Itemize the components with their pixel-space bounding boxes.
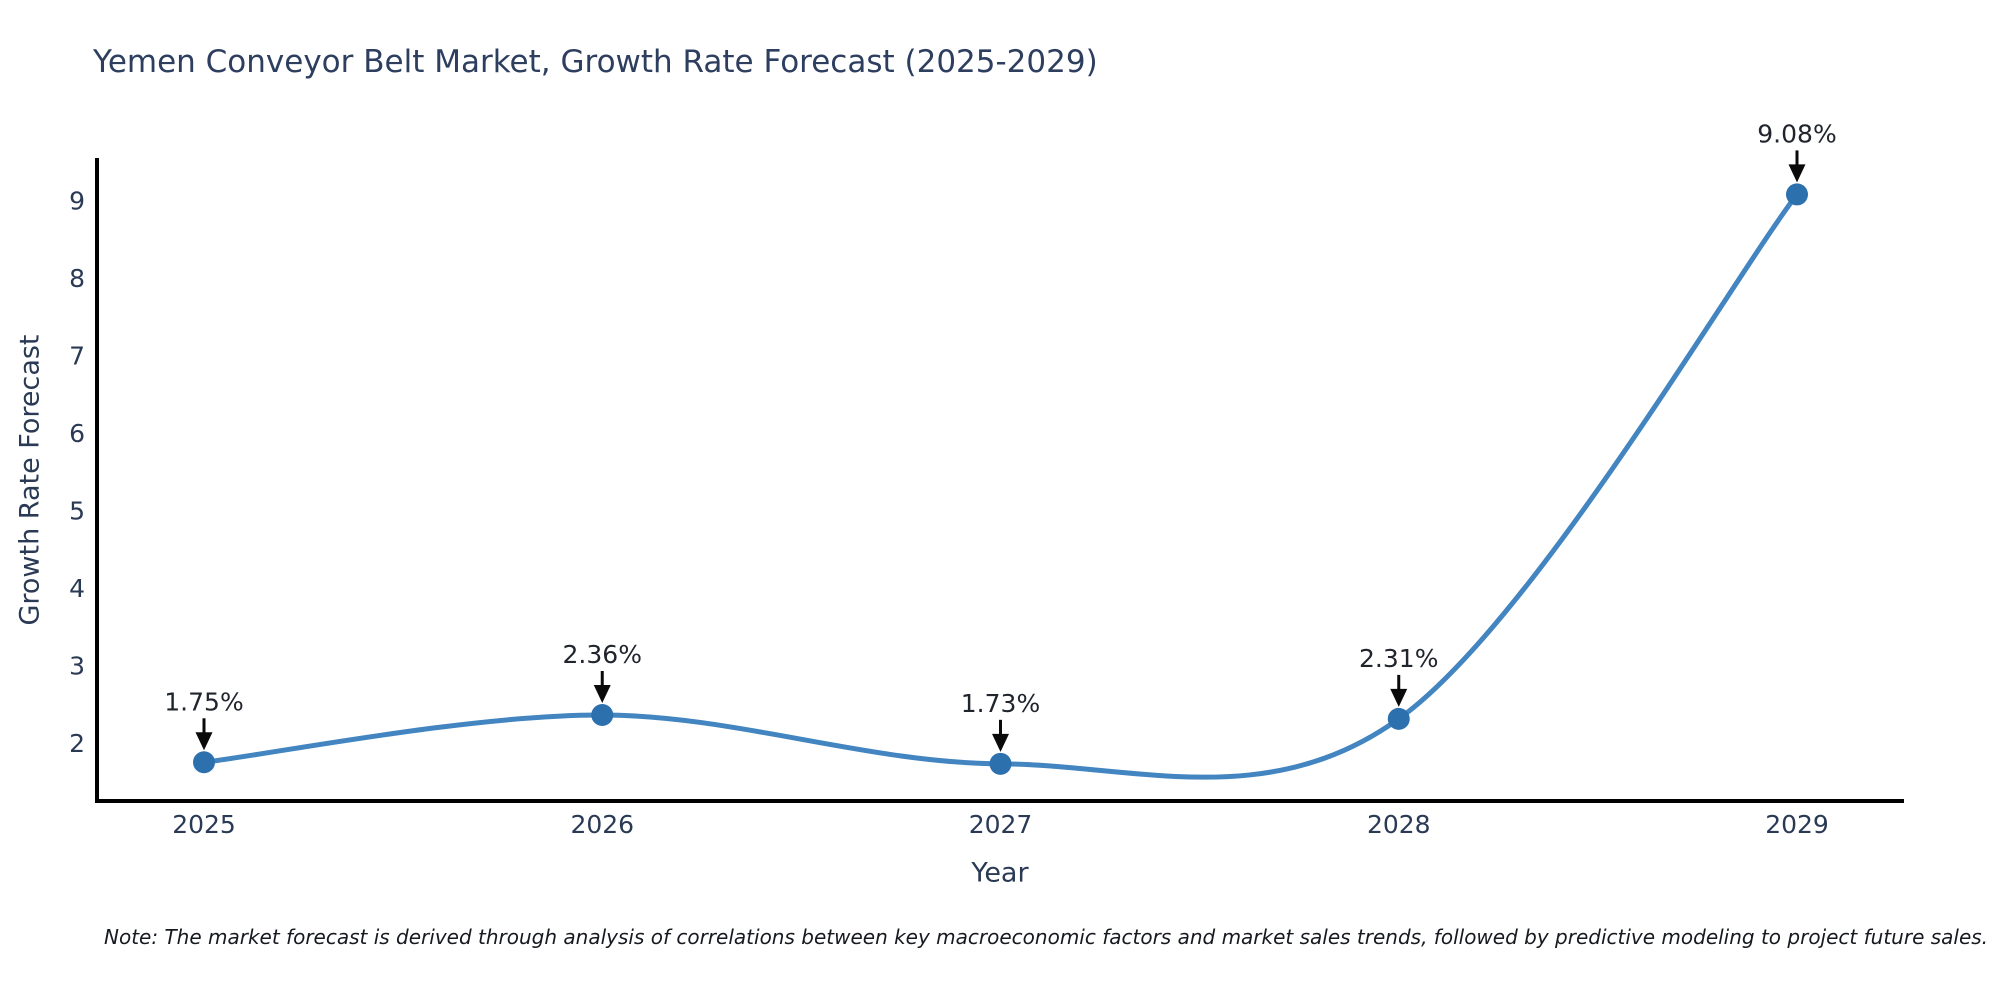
data-point-label: 1.73% [961, 689, 1040, 718]
chart-footnote: Note: The market forecast is derived thr… [104, 925, 1989, 949]
annotation-arrowhead [1788, 164, 1806, 183]
data-point-marker [193, 751, 215, 774]
data-point-marker [591, 704, 614, 727]
annotation-arrowhead [992, 733, 1009, 752]
data-point-label: 2.31% [1359, 644, 1438, 673]
chart-title: Yemen Conveyor Belt Market, Growth Rate … [93, 44, 1098, 80]
y-tick-label: 5 [69, 496, 85, 525]
y-axis-title: Growth Rate Forecast [14, 334, 46, 626]
y-tick-label: 2 [69, 729, 85, 758]
annotation-arrowhead [593, 685, 611, 704]
y-tick-label: 7 [69, 342, 85, 371]
series-line [201, 191, 1800, 780]
data-point-label: 1.75% [164, 687, 243, 716]
y-tick-label: 8 [69, 264, 85, 293]
annotation-arrowhead [195, 732, 213, 751]
y-tick-label: 3 [69, 651, 85, 680]
x-tick-label: 2026 [570, 810, 634, 839]
x-tick-label: 2027 [969, 810, 1033, 839]
data-point-label: 9.08% [1757, 119, 1836, 148]
data-point-marker [989, 752, 1012, 775]
annotation-arrowhead [1390, 688, 1408, 707]
x-tick-label: 2029 [1765, 810, 1829, 839]
y-tick-label: 6 [69, 419, 85, 448]
data-point-label: 2.36% [563, 640, 642, 669]
data-point-marker [1387, 707, 1410, 730]
x-tick-label: 2028 [1367, 810, 1431, 839]
y-tick-label: 9 [69, 187, 85, 216]
x-tick-label: 2025 [172, 810, 236, 839]
y-tick-label: 4 [69, 574, 85, 603]
data-point-marker [1786, 183, 1808, 206]
x-axis-title: Year [971, 857, 1029, 889]
